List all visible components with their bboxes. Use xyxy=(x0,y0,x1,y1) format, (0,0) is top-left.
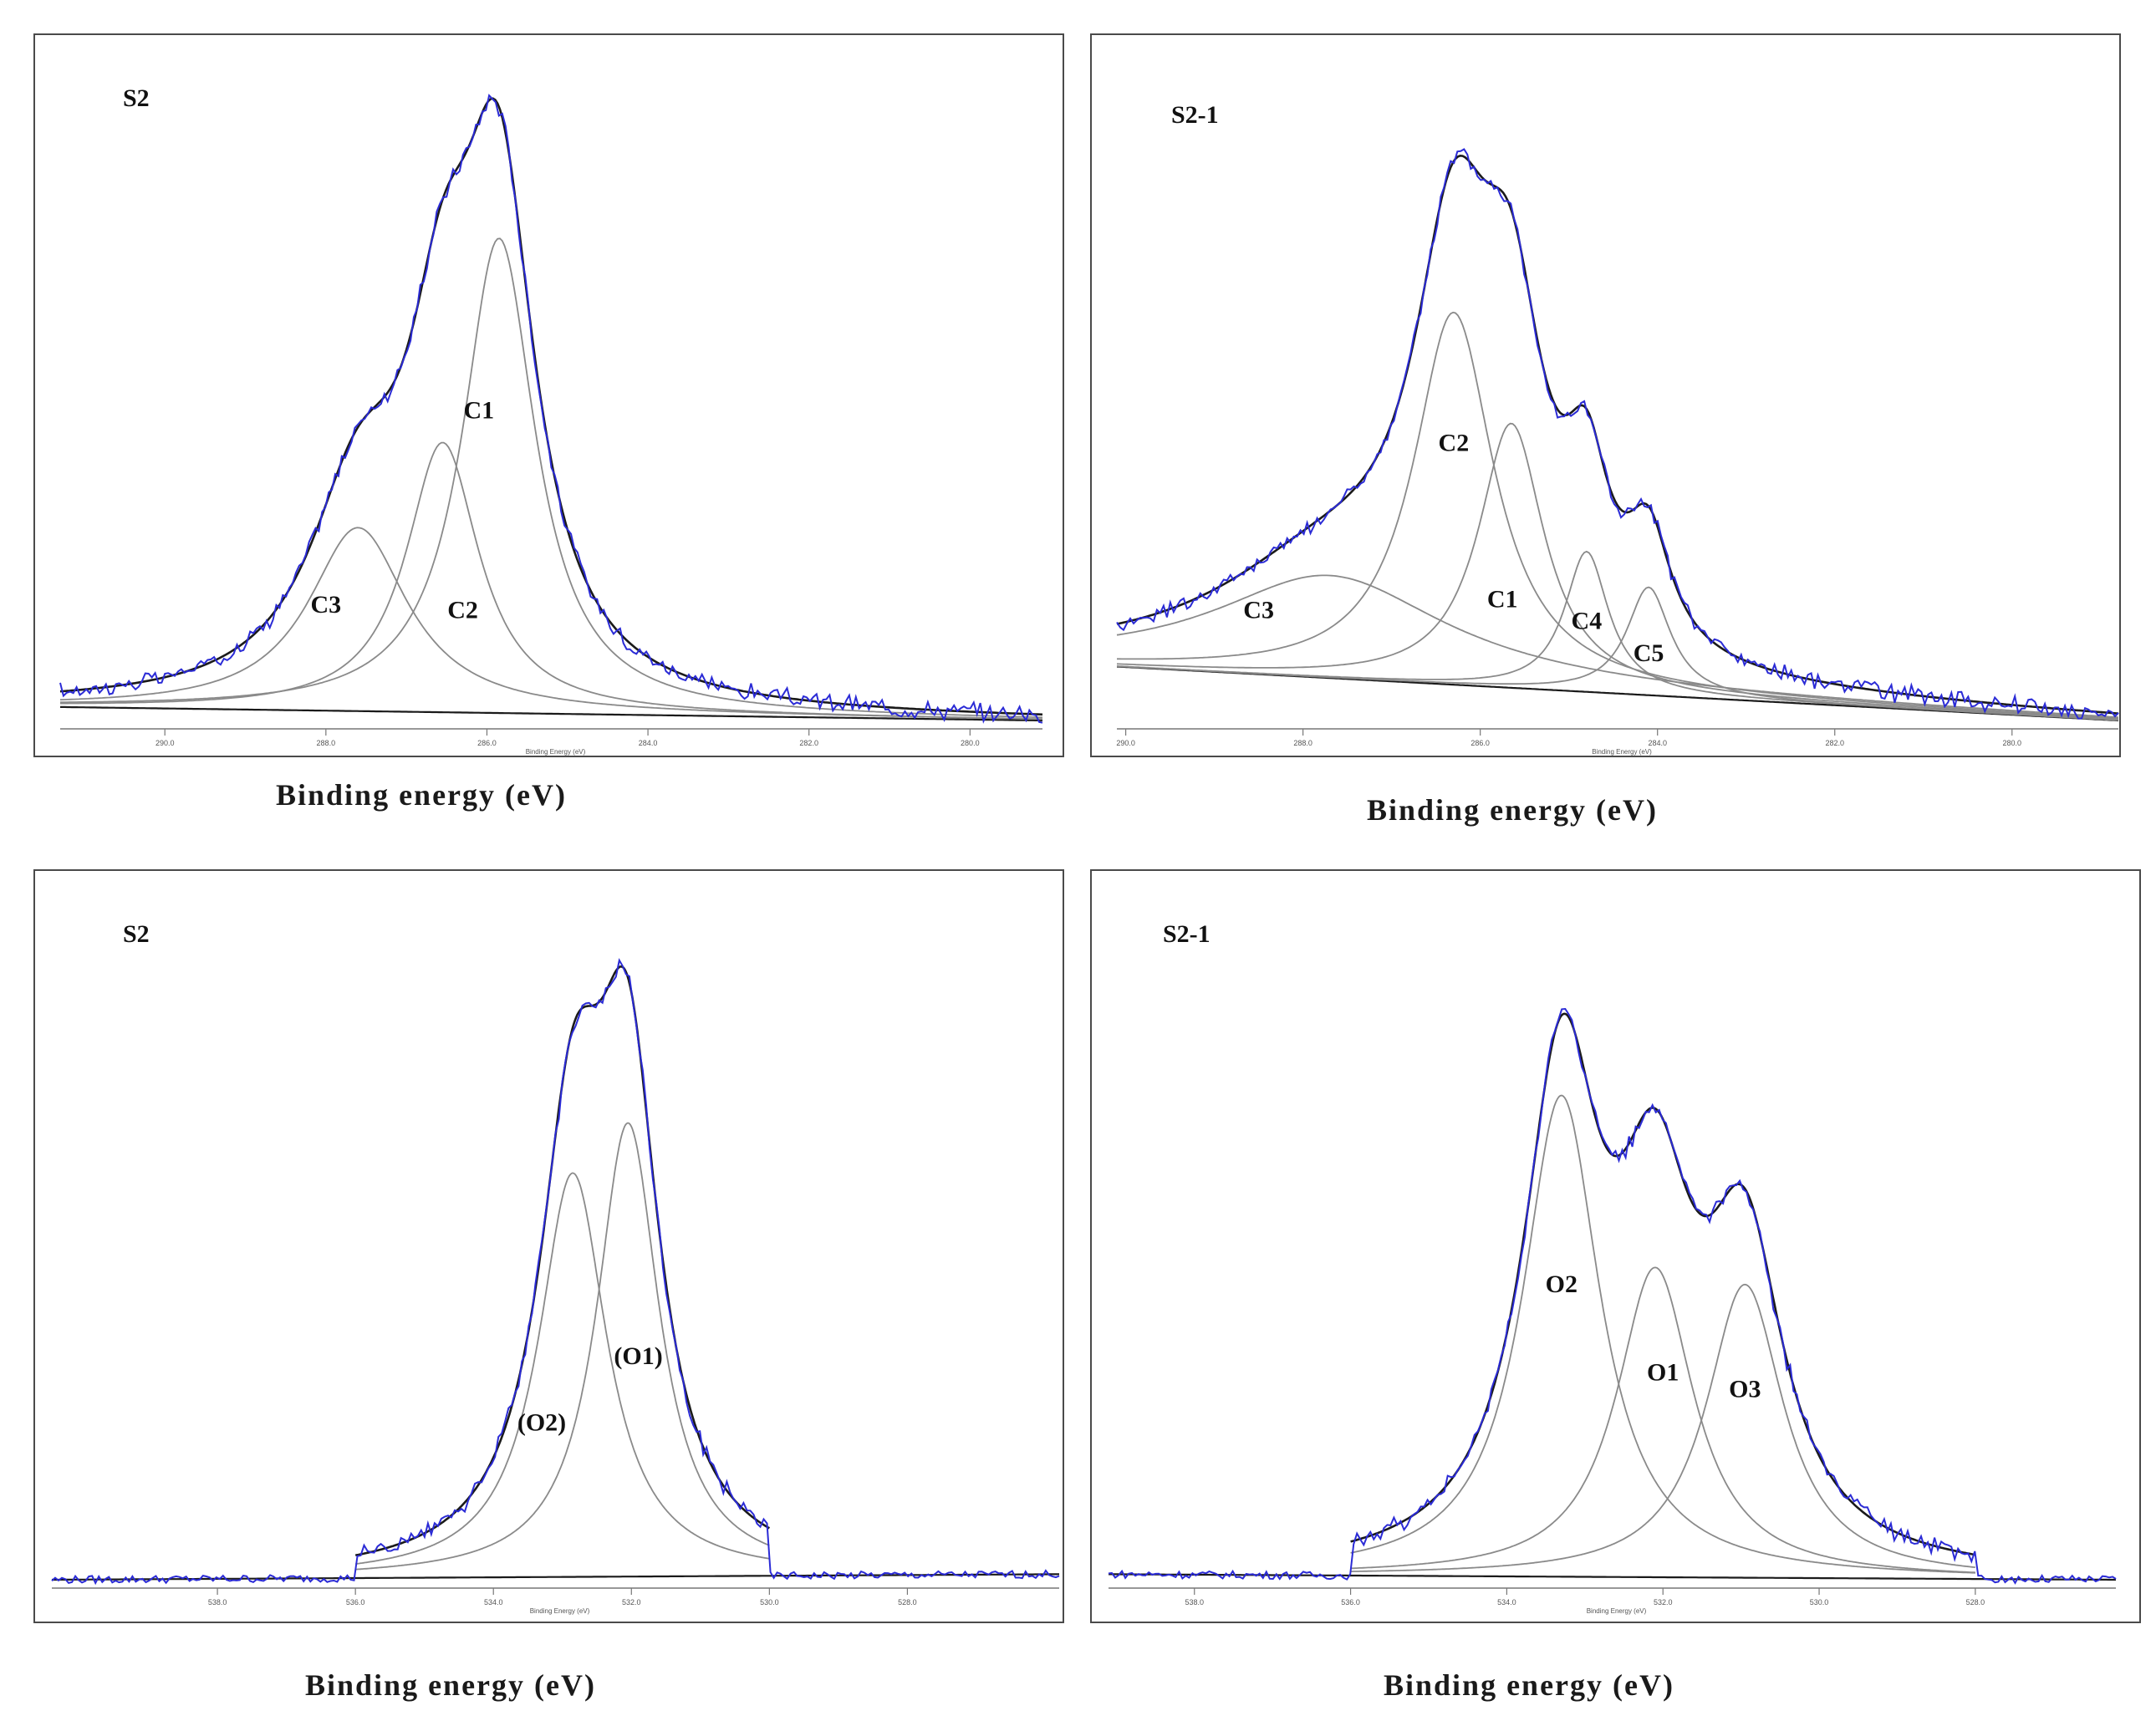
chart-svg: 290.0 288.0 286.0 284.0 282.0 280.0 Binding En… xyxy=(59,84,1043,756)
x-tick-label: 280.0 xyxy=(2003,739,2022,747)
component-peak xyxy=(1117,311,2119,720)
peak-label: O2 xyxy=(1546,1270,1577,1298)
x-tick-label: 290.0 xyxy=(155,739,175,747)
chart-panel-o1s-s2-1: 538.0 536.0 534.0 532.0 530.0 528.0 Binding En… xyxy=(1090,869,2141,1623)
component-peak xyxy=(1116,586,2119,721)
experimental-line xyxy=(1108,1007,2117,1585)
x-tick-label: 532.0 xyxy=(1654,1598,1673,1606)
x-axis-label: Binding energy (eV) xyxy=(305,1668,596,1702)
background-line xyxy=(1109,1573,2116,1581)
x-tick-label: 538.0 xyxy=(208,1598,227,1606)
panel-title: S2 xyxy=(123,920,150,948)
x-tick-label: 284.0 xyxy=(1648,739,1667,747)
peak-label: C4 xyxy=(1572,607,1603,634)
component-peak xyxy=(1350,1283,1975,1572)
chart-panel-c1s-s2: 290.0 288.0 286.0 284.0 282.0 280.0 Binding En… xyxy=(33,33,1064,757)
experimental-line xyxy=(51,958,1060,1586)
experimental-line xyxy=(1116,148,2119,720)
x-tick-label: 282.0 xyxy=(799,739,818,747)
chart-panel-c1s-s2-1: 290.0 288.0 286.0 284.0 282.0 280.0 Binding En… xyxy=(1090,33,2121,757)
peak-label: C3 xyxy=(310,591,341,619)
peak-label: C1 xyxy=(1487,585,1518,613)
x-tick-label: 288.0 xyxy=(1293,739,1312,747)
chart-svg: 538.0 536.0 534.0 532.0 530.0 528.0 Binding En… xyxy=(1108,920,2117,1615)
x-tick-label: 534.0 xyxy=(484,1598,503,1606)
component-peak xyxy=(355,1172,770,1565)
chart-svg: 290.0 288.0 286.0 284.0 282.0 280.0 Binding En… xyxy=(1116,101,2119,756)
x-tick-label: 284.0 xyxy=(639,739,658,747)
component-peak xyxy=(60,237,1043,719)
background-line xyxy=(60,705,1042,722)
x-tick-label: 528.0 xyxy=(1966,1598,1985,1606)
peak-label: (O1) xyxy=(614,1342,662,1370)
x-tick-label: 536.0 xyxy=(346,1598,365,1606)
x-tick-label: 290.0 xyxy=(1116,739,1135,747)
x-tick-label: 288.0 xyxy=(317,739,336,747)
x-tick-label: 530.0 xyxy=(1810,1598,1829,1606)
x-axis-label: Binding energy (eV) xyxy=(1384,1668,1674,1702)
panel-title: S2-1 xyxy=(1171,101,1219,129)
inner-axis-label: Binding Energy (eV) xyxy=(530,1607,590,1615)
peak-label: C2 xyxy=(447,596,478,624)
peak-label: O3 xyxy=(1729,1376,1761,1403)
x-tick-label: 538.0 xyxy=(1185,1598,1204,1606)
peak-label: (O2) xyxy=(517,1408,566,1436)
panel-title: S2 xyxy=(123,84,150,112)
peak-label: C3 xyxy=(1243,596,1274,624)
x-tick-label: 536.0 xyxy=(1341,1598,1360,1606)
x-tick-label: 286.0 xyxy=(477,739,497,747)
component-peak xyxy=(1116,574,2119,719)
peak-label: C5 xyxy=(1634,639,1664,667)
x-tick-label: 532.0 xyxy=(622,1598,641,1606)
x-tick-label: 530.0 xyxy=(760,1598,779,1606)
envelope-line xyxy=(59,97,1043,716)
peak-label: O1 xyxy=(1647,1359,1679,1387)
component-peak xyxy=(355,1122,770,1571)
component-peak xyxy=(1350,1094,1975,1574)
x-tick-label: 282.0 xyxy=(1825,739,1844,747)
x-tick-label: 286.0 xyxy=(1470,739,1490,747)
x-tick-label: 280.0 xyxy=(961,739,980,747)
x-axis-label: Binding energy (eV) xyxy=(1367,793,1658,827)
component-peak xyxy=(60,441,1043,720)
inner-axis-label: Binding Energy (eV) xyxy=(526,748,586,756)
x-tick-label: 534.0 xyxy=(1497,1598,1516,1606)
peak-label: C1 xyxy=(463,397,494,425)
chart-panel-o1s-s2: 538.0 536.0 534.0 532.0 530.0 528.0 Binding En… xyxy=(33,869,1064,1623)
component-peak xyxy=(1350,1266,1975,1574)
inner-axis-label: Binding Energy (eV) xyxy=(1587,1607,1647,1615)
chart-svg: 538.0 536.0 534.0 532.0 530.0 528.0 Binding En… xyxy=(51,920,1060,1615)
inner-axis-label: Binding Energy (eV) xyxy=(1592,748,1652,756)
component-peak xyxy=(1116,422,2119,720)
panel-title: S2-1 xyxy=(1163,920,1211,948)
x-axis-label: Binding energy (eV) xyxy=(276,778,567,812)
component-peak xyxy=(1116,550,2119,721)
experimental-line xyxy=(59,94,1043,724)
envelope-line xyxy=(1350,1012,1976,1556)
x-tick-label: 528.0 xyxy=(898,1598,917,1606)
component-peak xyxy=(59,527,1042,720)
envelope-line xyxy=(354,965,770,1557)
envelope-line xyxy=(1116,154,2119,715)
peak-label: C2 xyxy=(1439,429,1470,456)
